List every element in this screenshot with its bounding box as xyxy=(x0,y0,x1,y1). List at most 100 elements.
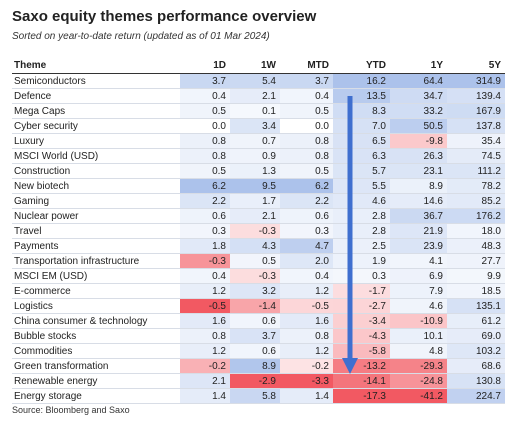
return-cell: 1.2 xyxy=(280,343,333,359)
return-cell: 34.7 xyxy=(390,88,447,104)
return-cell: -24.8 xyxy=(390,373,447,389)
return-cell: -0.2 xyxy=(180,358,230,374)
theme-name: MSCI EM (USD) xyxy=(12,268,180,284)
table-row: Construction 0.5 1.3 0.5 5.7 23.1 111.2 xyxy=(12,163,505,179)
table-row: Logistics -0.5 -1.4 -0.5 -2.7 4.6 135.1 xyxy=(12,298,505,314)
performance-table: Theme 1D 1W MTD YTD 1Y 5Y Semiconductors 3.7 5.4… xyxy=(12,58,505,404)
return-cell: 18.0 xyxy=(447,223,505,239)
return-cell: -0.3 xyxy=(230,268,280,284)
return-cell: 27.7 xyxy=(447,253,505,269)
column-header: Theme xyxy=(12,58,180,74)
return-cell: 0.1 xyxy=(230,103,280,119)
return-cell: 2.5 xyxy=(333,238,390,254)
theme-name: Nuclear power xyxy=(12,208,180,224)
return-cell: -10.9 xyxy=(390,313,447,329)
return-cell: 0.8 xyxy=(180,148,230,164)
return-cell: 3.2 xyxy=(230,283,280,299)
table-row: China consumer & technology 1.6 0.6 1.6 -3.4… xyxy=(12,313,505,329)
table-row: Green transformation -0.2 8.9 -0.2 -13.2 -29.… xyxy=(12,358,505,374)
return-cell: 18.5 xyxy=(447,283,505,299)
table-row: Renewable energy 2.1 -2.9 -3.3 -14.1 -24.8 130… xyxy=(12,373,505,389)
return-cell: 0.6 xyxy=(230,313,280,329)
return-cell: 1.6 xyxy=(180,313,230,329)
theme-name: Gaming xyxy=(12,193,180,209)
column-header: 1Y xyxy=(390,58,447,74)
return-cell: 0.0 xyxy=(280,118,333,134)
theme-name: Commodities xyxy=(12,343,180,359)
return-cell: 8.9 xyxy=(390,178,447,194)
return-cell: 1.2 xyxy=(180,283,230,299)
table-row: Gaming 2.2 1.7 2.2 4.6 14.6 85.2 xyxy=(12,193,505,209)
table-row: Energy storage 1.4 5.8 1.4 -17.3 -41.2 224.7 xyxy=(12,388,505,404)
theme-name: Defence xyxy=(12,88,180,104)
return-cell: 0.6 xyxy=(180,208,230,224)
source-note: Source: Bloomberg and Saxo xyxy=(12,405,130,415)
return-cell: -0.2 xyxy=(280,358,333,374)
return-cell: 1.2 xyxy=(280,283,333,299)
return-cell: 1.4 xyxy=(180,388,230,404)
table-row: E-commerce 1.2 3.2 1.2 -1.7 7.9 18.5 xyxy=(12,283,505,299)
theme-name: China consumer & technology xyxy=(12,313,180,329)
return-cell: 8.3 xyxy=(333,103,390,119)
return-cell: 4.1 xyxy=(390,253,447,269)
return-cell: 3.7 xyxy=(280,73,333,89)
return-cell: 0.5 xyxy=(280,163,333,179)
return-cell: 48.3 xyxy=(447,238,505,254)
return-cell: 78.2 xyxy=(447,178,505,194)
return-cell: -9.8 xyxy=(390,133,447,149)
return-cell: 21.9 xyxy=(390,223,447,239)
return-cell: 23.1 xyxy=(390,163,447,179)
return-cell: 2.1 xyxy=(230,88,280,104)
return-cell: 137.8 xyxy=(447,118,505,134)
return-cell: 2.0 xyxy=(280,253,333,269)
return-cell: 0.8 xyxy=(180,328,230,344)
theme-name: Construction xyxy=(12,163,180,179)
return-cell: 8.9 xyxy=(230,358,280,374)
return-cell: -41.2 xyxy=(390,388,447,404)
return-cell: 9.5 xyxy=(230,178,280,194)
column-header: 1W xyxy=(230,58,280,74)
theme-name: Mega Caps xyxy=(12,103,180,119)
theme-name: Energy storage xyxy=(12,388,180,404)
table-row: Nuclear power 0.6 2.1 0.6 2.8 36.7 176.2 xyxy=(12,208,505,224)
return-cell: 139.4 xyxy=(447,88,505,104)
table-row: Defence 0.4 2.1 0.4 13.5 34.7 139.4 xyxy=(12,88,505,104)
theme-name: Bubble stocks xyxy=(12,328,180,344)
return-cell: 0.8 xyxy=(180,133,230,149)
return-cell: 6.2 xyxy=(180,178,230,194)
return-cell: 2.2 xyxy=(180,193,230,209)
column-header: MTD xyxy=(280,58,333,74)
return-cell: 314.9 xyxy=(447,73,505,89)
sort-arrow xyxy=(342,96,358,374)
theme-name: Payments xyxy=(12,238,180,254)
return-cell: 0.4 xyxy=(280,268,333,284)
theme-name: Luxury xyxy=(12,133,180,149)
theme-name: MSCI World (USD) xyxy=(12,148,180,164)
return-cell: 9.9 xyxy=(447,268,505,284)
return-cell: -3.3 xyxy=(280,373,333,389)
return-cell: 0.3 xyxy=(280,223,333,239)
return-cell: -1.4 xyxy=(230,298,280,314)
table-row: Travel 0.3 -0.3 0.3 2.8 21.9 18.0 xyxy=(12,223,505,239)
return-cell: 1.4 xyxy=(280,388,333,404)
return-cell: -4.3 xyxy=(333,328,390,344)
return-cell: 2.8 xyxy=(333,208,390,224)
return-cell: 0.0 xyxy=(180,118,230,134)
return-cell: 0.5 xyxy=(280,103,333,119)
return-cell: 1.8 xyxy=(180,238,230,254)
return-cell: 176.2 xyxy=(447,208,505,224)
return-cell: 1.6 xyxy=(280,313,333,329)
return-cell: 7.0 xyxy=(333,118,390,134)
return-cell: 111.2 xyxy=(447,163,505,179)
return-cell: 5.4 xyxy=(230,73,280,89)
return-cell: 36.7 xyxy=(390,208,447,224)
theme-name: E-commerce xyxy=(12,283,180,299)
return-cell: -1.7 xyxy=(333,283,390,299)
return-cell: 1.9 xyxy=(333,253,390,269)
return-cell: 103.2 xyxy=(447,343,505,359)
return-cell: 16.2 xyxy=(333,73,390,89)
return-cell: -5.8 xyxy=(333,343,390,359)
return-cell: -0.5 xyxy=(280,298,333,314)
table-row: Bubble stocks 0.8 3.7 0.8 -4.3 10.1 69.0 xyxy=(12,328,505,344)
return-cell: 0.6 xyxy=(280,208,333,224)
